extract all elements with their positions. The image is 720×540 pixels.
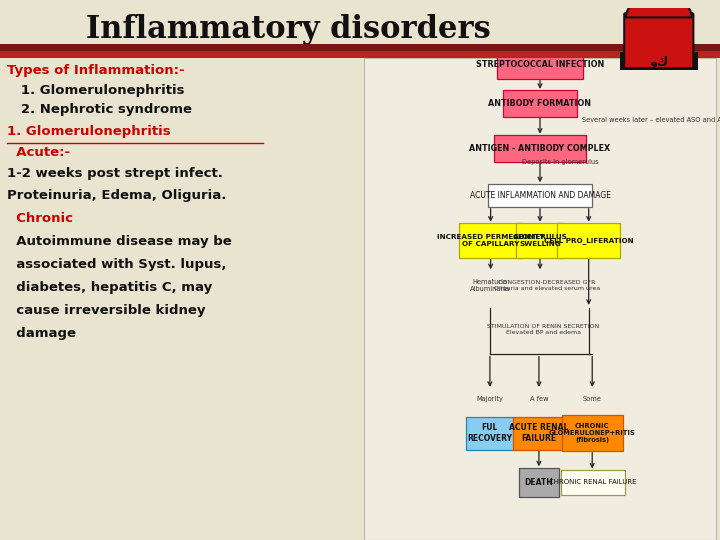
Text: ACUTE RENAL
FAILURE: ACUTE RENAL FAILURE (509, 423, 569, 443)
FancyBboxPatch shape (624, 13, 693, 69)
FancyBboxPatch shape (516, 223, 564, 258)
Text: Acute:-: Acute:- (7, 146, 71, 159)
Text: 1. Glomerulonephritis: 1. Glomerulonephritis (7, 84, 185, 97)
Text: ACUTE INFLAMMATION AND DAMAGE: ACUTE INFLAMMATION AND DAMAGE (469, 191, 611, 200)
Text: ANTIBODY FORMATION: ANTIBODY FORMATION (488, 99, 592, 108)
FancyBboxPatch shape (459, 223, 522, 258)
Text: Proteinuria, Edema, Oliguria.: Proteinuria, Edema, Oliguria. (7, 189, 227, 202)
FancyBboxPatch shape (503, 90, 577, 117)
Text: Some: Some (582, 395, 602, 402)
Text: ANTIGEN - ANTIBODY COMPLEX: ANTIGEN - ANTIBODY COMPLEX (469, 144, 611, 153)
Text: INCREASED PERMEABILITY
OF CAPILLARY: INCREASED PERMEABILITY OF CAPILLARY (437, 234, 544, 247)
Text: 1-2 weeks post strept infect.: 1-2 weeks post strept infect. (7, 167, 223, 180)
Text: 1. Glomerulonephritis: 1. Glomerulonephritis (7, 125, 171, 138)
Text: Autoimmune disease may be: Autoimmune disease may be (7, 235, 232, 248)
Text: Inflammatory disorders: Inflammatory disorders (86, 14, 490, 45)
Text: associated with Syst. lupus,: associated with Syst. lupus, (7, 258, 227, 271)
FancyBboxPatch shape (561, 470, 625, 495)
Text: Types of Inflammation:-: Types of Inflammation:- (7, 64, 185, 77)
FancyBboxPatch shape (557, 223, 620, 258)
Bar (0, 44, 720, 51)
FancyBboxPatch shape (494, 135, 586, 162)
Text: وك: وك (649, 56, 668, 69)
Text: STIMULATION OF RENIN SECRETION
Elevated BP and edema: STIMULATION OF RENIN SECRETION Elevated … (487, 324, 600, 335)
Text: cause irreversible kidney: cause irreversible kidney (7, 304, 206, 317)
FancyBboxPatch shape (620, 51, 698, 70)
Text: CONGESTION-DECREASED GFR
Oliguria and elevated serum urea: CONGESTION-DECREASED GFR Oliguria and el… (494, 280, 600, 291)
Wedge shape (626, 0, 692, 17)
Text: GLOMERULUS
SWELLING: GLOMERULUS SWELLING (513, 234, 567, 247)
Text: DEATH: DEATH (525, 478, 553, 487)
Text: Deposits in glomerulus: Deposits in glomerulus (523, 159, 599, 165)
Text: Several weeks later – elevated ASO and ASK titer: Several weeks later – elevated ASO and A… (582, 117, 720, 123)
FancyBboxPatch shape (562, 415, 623, 451)
Text: damage: damage (7, 327, 76, 340)
Text: 2. Nephrotic syndrome: 2. Nephrotic syndrome (7, 103, 192, 116)
Text: A few: A few (530, 395, 548, 402)
Text: Chronic: Chronic (7, 212, 73, 225)
Bar (364, 58, 716, 540)
FancyBboxPatch shape (498, 50, 582, 79)
FancyBboxPatch shape (513, 417, 565, 449)
FancyBboxPatch shape (488, 184, 592, 207)
Text: CHRONIC RENAL FAILURE: CHRONIC RENAL FAILURE (549, 479, 636, 485)
Text: Majority: Majority (477, 395, 503, 402)
Text: STREPTOCOCCAL INFECTION: STREPTOCOCCAL INFECTION (476, 60, 604, 69)
FancyBboxPatch shape (466, 417, 514, 449)
Text: CHRONIC
GLOMERULONEP+RITIS
(fibrosis): CHRONIC GLOMERULONEP+RITIS (fibrosis) (549, 423, 636, 443)
Text: FUL
RECOVERY: FUL RECOVERY (467, 423, 513, 443)
Bar (0, 51, 720, 58)
Text: diabetes, hepatitis C, may: diabetes, hepatitis C, may (7, 281, 212, 294)
FancyBboxPatch shape (519, 468, 559, 497)
Text: CELL PRO_LIFERATION: CELL PRO_LIFERATION (544, 237, 634, 244)
Text: Hematuria
Albuminuria: Hematuria Albuminuria (469, 279, 510, 292)
